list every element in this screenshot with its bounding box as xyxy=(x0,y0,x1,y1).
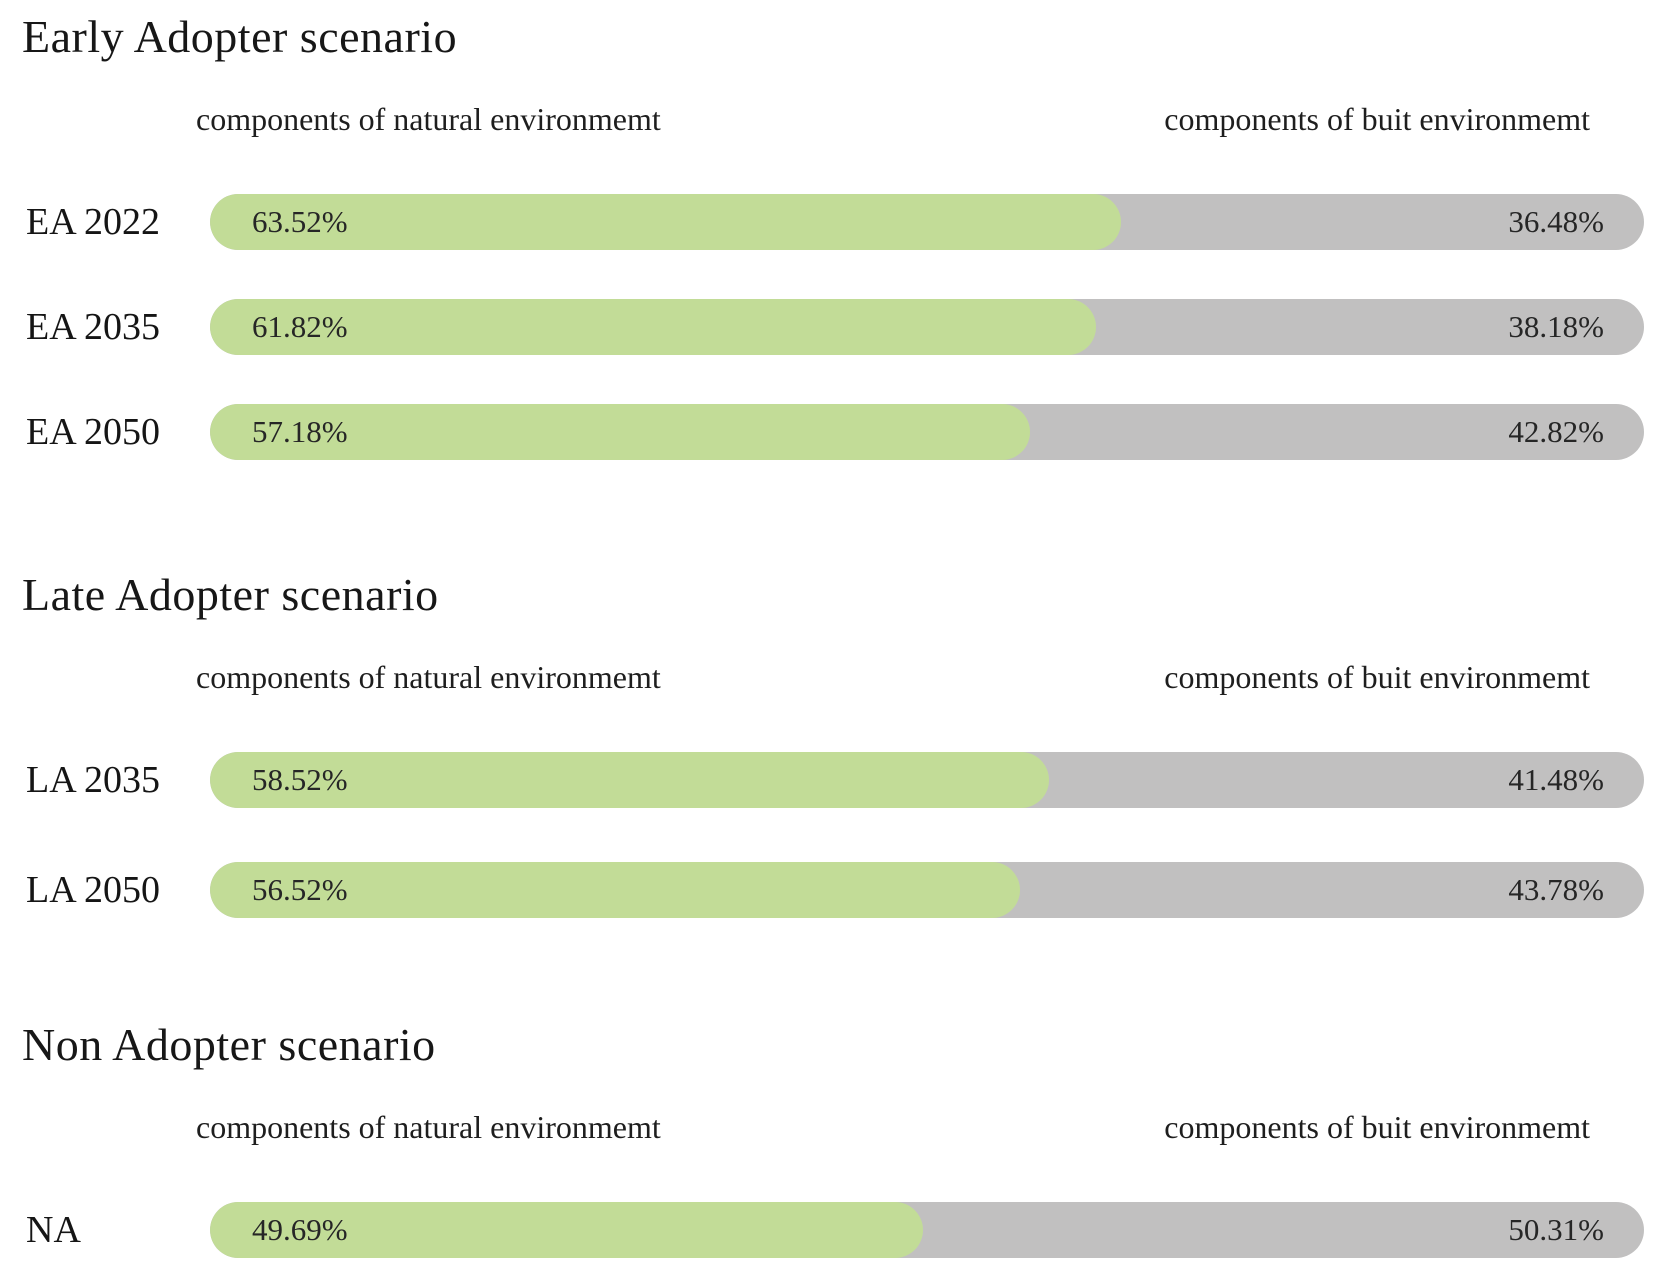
column-header-natural: components of natural environmemt xyxy=(196,1109,661,1145)
built-pct-label: 42.82% xyxy=(1508,414,1604,449)
built-pct-label: 43.78% xyxy=(1508,872,1604,907)
bar-row-ea-2022: EA 2022 63.52% 36.48% xyxy=(0,194,1666,250)
section-late-adopter: Late Adopter scenario components of natu… xyxy=(0,566,1666,918)
bar-track-built: 58.52% 41.48% xyxy=(210,752,1644,808)
bar-row-na: NA 49.69% 50.31% xyxy=(0,1202,1666,1258)
row-label: LA 2050 xyxy=(26,869,161,911)
built-pct-label: 50.31% xyxy=(1508,1212,1604,1247)
natural-pct-label: 56.52% xyxy=(252,872,348,907)
natural-pct-label: 63.52% xyxy=(252,204,348,239)
natural-pct-label: 61.82% xyxy=(252,309,348,344)
bar-fill-natural xyxy=(210,299,1097,355)
row-label: EA 2050 xyxy=(26,411,161,453)
row-label: EA 2022 xyxy=(26,201,161,243)
bar-track-built: 49.69% 50.31% xyxy=(210,1202,1644,1258)
column-header-natural: components of natural environmemt xyxy=(196,659,661,695)
column-header-built: components of buit environmemt xyxy=(1164,1109,1590,1145)
bar-row-ea-2050: EA 2050 57.18% 42.82% xyxy=(0,404,1666,460)
section-early-adopter: Early Adopter scenario components of nat… xyxy=(0,0,1666,460)
built-pct-label: 38.18% xyxy=(1508,309,1604,344)
bar-row-la-2035: LA 2035 58.52% 41.48% xyxy=(0,752,1666,808)
column-header-natural: components of natural environmemt xyxy=(196,101,661,137)
bar-rows: NA 49.69% 50.31% xyxy=(0,1202,1666,1258)
bar-track-built: 61.82% 38.18% xyxy=(210,299,1644,355)
row-label: LA 2035 xyxy=(26,759,161,801)
column-headers: components of natural environmemt compon… xyxy=(196,1106,1590,1148)
bar-fill-natural xyxy=(210,862,1021,918)
section-non-adopter: Non Adopter scenario components of natur… xyxy=(0,1016,1666,1258)
column-headers: components of natural environmemt compon… xyxy=(196,656,1590,698)
built-pct-label: 36.48% xyxy=(1508,204,1604,239)
bar-fill-natural xyxy=(210,752,1050,808)
natural-pct-label: 57.18% xyxy=(252,414,348,449)
bar-track-built: 56.52% 43.78% xyxy=(210,862,1644,918)
bar-fill-natural xyxy=(210,404,1030,460)
bar-track-built: 63.52% 36.48% xyxy=(210,194,1644,250)
bar-fill-natural xyxy=(210,1202,923,1258)
bar-rows: LA 2035 58.52% 41.48% LA 2050 56.52% 43.… xyxy=(0,752,1666,918)
natural-pct-label: 49.69% xyxy=(252,1212,348,1247)
column-headers: components of natural environmemt compon… xyxy=(196,98,1590,140)
column-header-built: components of buit environmemt xyxy=(1164,659,1590,695)
section-title: Non Adopter scenario xyxy=(22,1019,436,1070)
built-pct-label: 41.48% xyxy=(1508,762,1604,797)
section-title: Early Adopter scenario xyxy=(22,11,458,62)
bar-row-la-2050: LA 2050 56.52% 43.78% xyxy=(0,862,1666,918)
row-label: NA xyxy=(26,1209,81,1251)
natural-pct-label: 58.52% xyxy=(252,762,348,797)
row-label: EA 2035 xyxy=(26,306,161,348)
bar-track-built: 57.18% 42.82% xyxy=(210,404,1644,460)
bar-row-ea-2035: EA 2035 61.82% 38.18% xyxy=(0,299,1666,355)
section-title: Late Adopter scenario xyxy=(22,569,439,620)
bar-fill-natural xyxy=(210,194,1121,250)
column-header-built: components of buit environmemt xyxy=(1164,101,1590,137)
bar-rows: EA 2022 63.52% 36.48% EA 2035 61.82% 38.… xyxy=(0,194,1666,460)
